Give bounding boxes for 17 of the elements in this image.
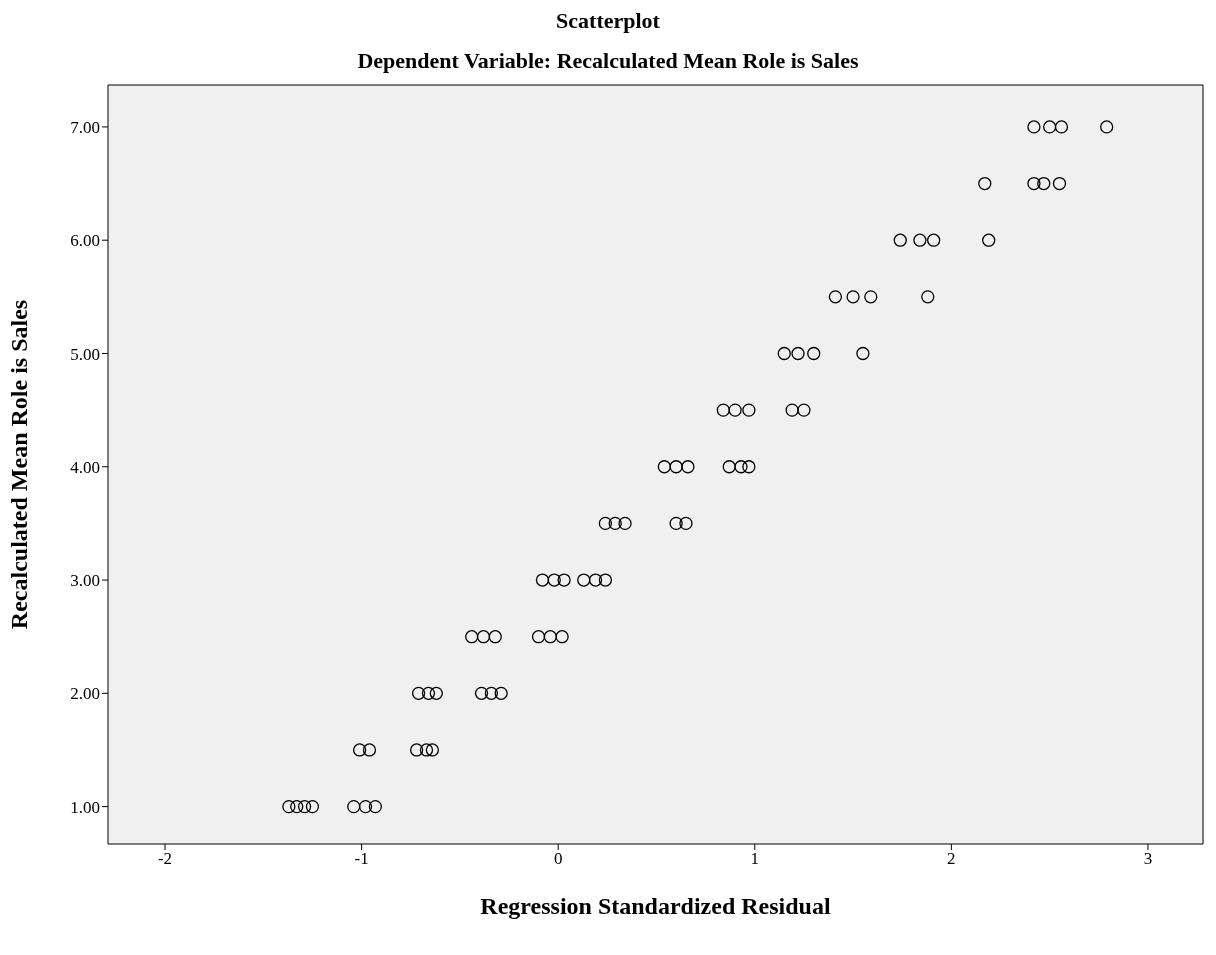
- y-tick-label: 5.00: [70, 344, 100, 364]
- chart-title: Scatterplot: [555, 8, 661, 34]
- y-tick-label: 4.00: [70, 457, 100, 477]
- y-tick-label: 1.00: [70, 797, 100, 817]
- y-axis-title: Recalculated Mean Role is Sales: [5, 299, 32, 630]
- x-tick-label: -2: [157, 849, 173, 869]
- x-tick-label: 2: [947, 849, 956, 869]
- y-tick-label: 2.00: [70, 684, 100, 704]
- x-axis-title: Regression Standardized Residual: [480, 893, 831, 919]
- x-tick-label: -1: [354, 849, 369, 869]
- chart-subtitle: Dependent Variable: Recalculated Mean Role is Sales: [356, 48, 860, 74]
- y-tick-label: 3.00: [70, 571, 100, 591]
- y-tick-label: 7.00: [70, 117, 100, 137]
- x-tick-label: 0: [553, 849, 563, 869]
- y-tick-label: 6.00: [70, 231, 100, 251]
- x-tick-label: 1: [750, 849, 760, 869]
- x-tick-label: 3: [1143, 849, 1153, 869]
